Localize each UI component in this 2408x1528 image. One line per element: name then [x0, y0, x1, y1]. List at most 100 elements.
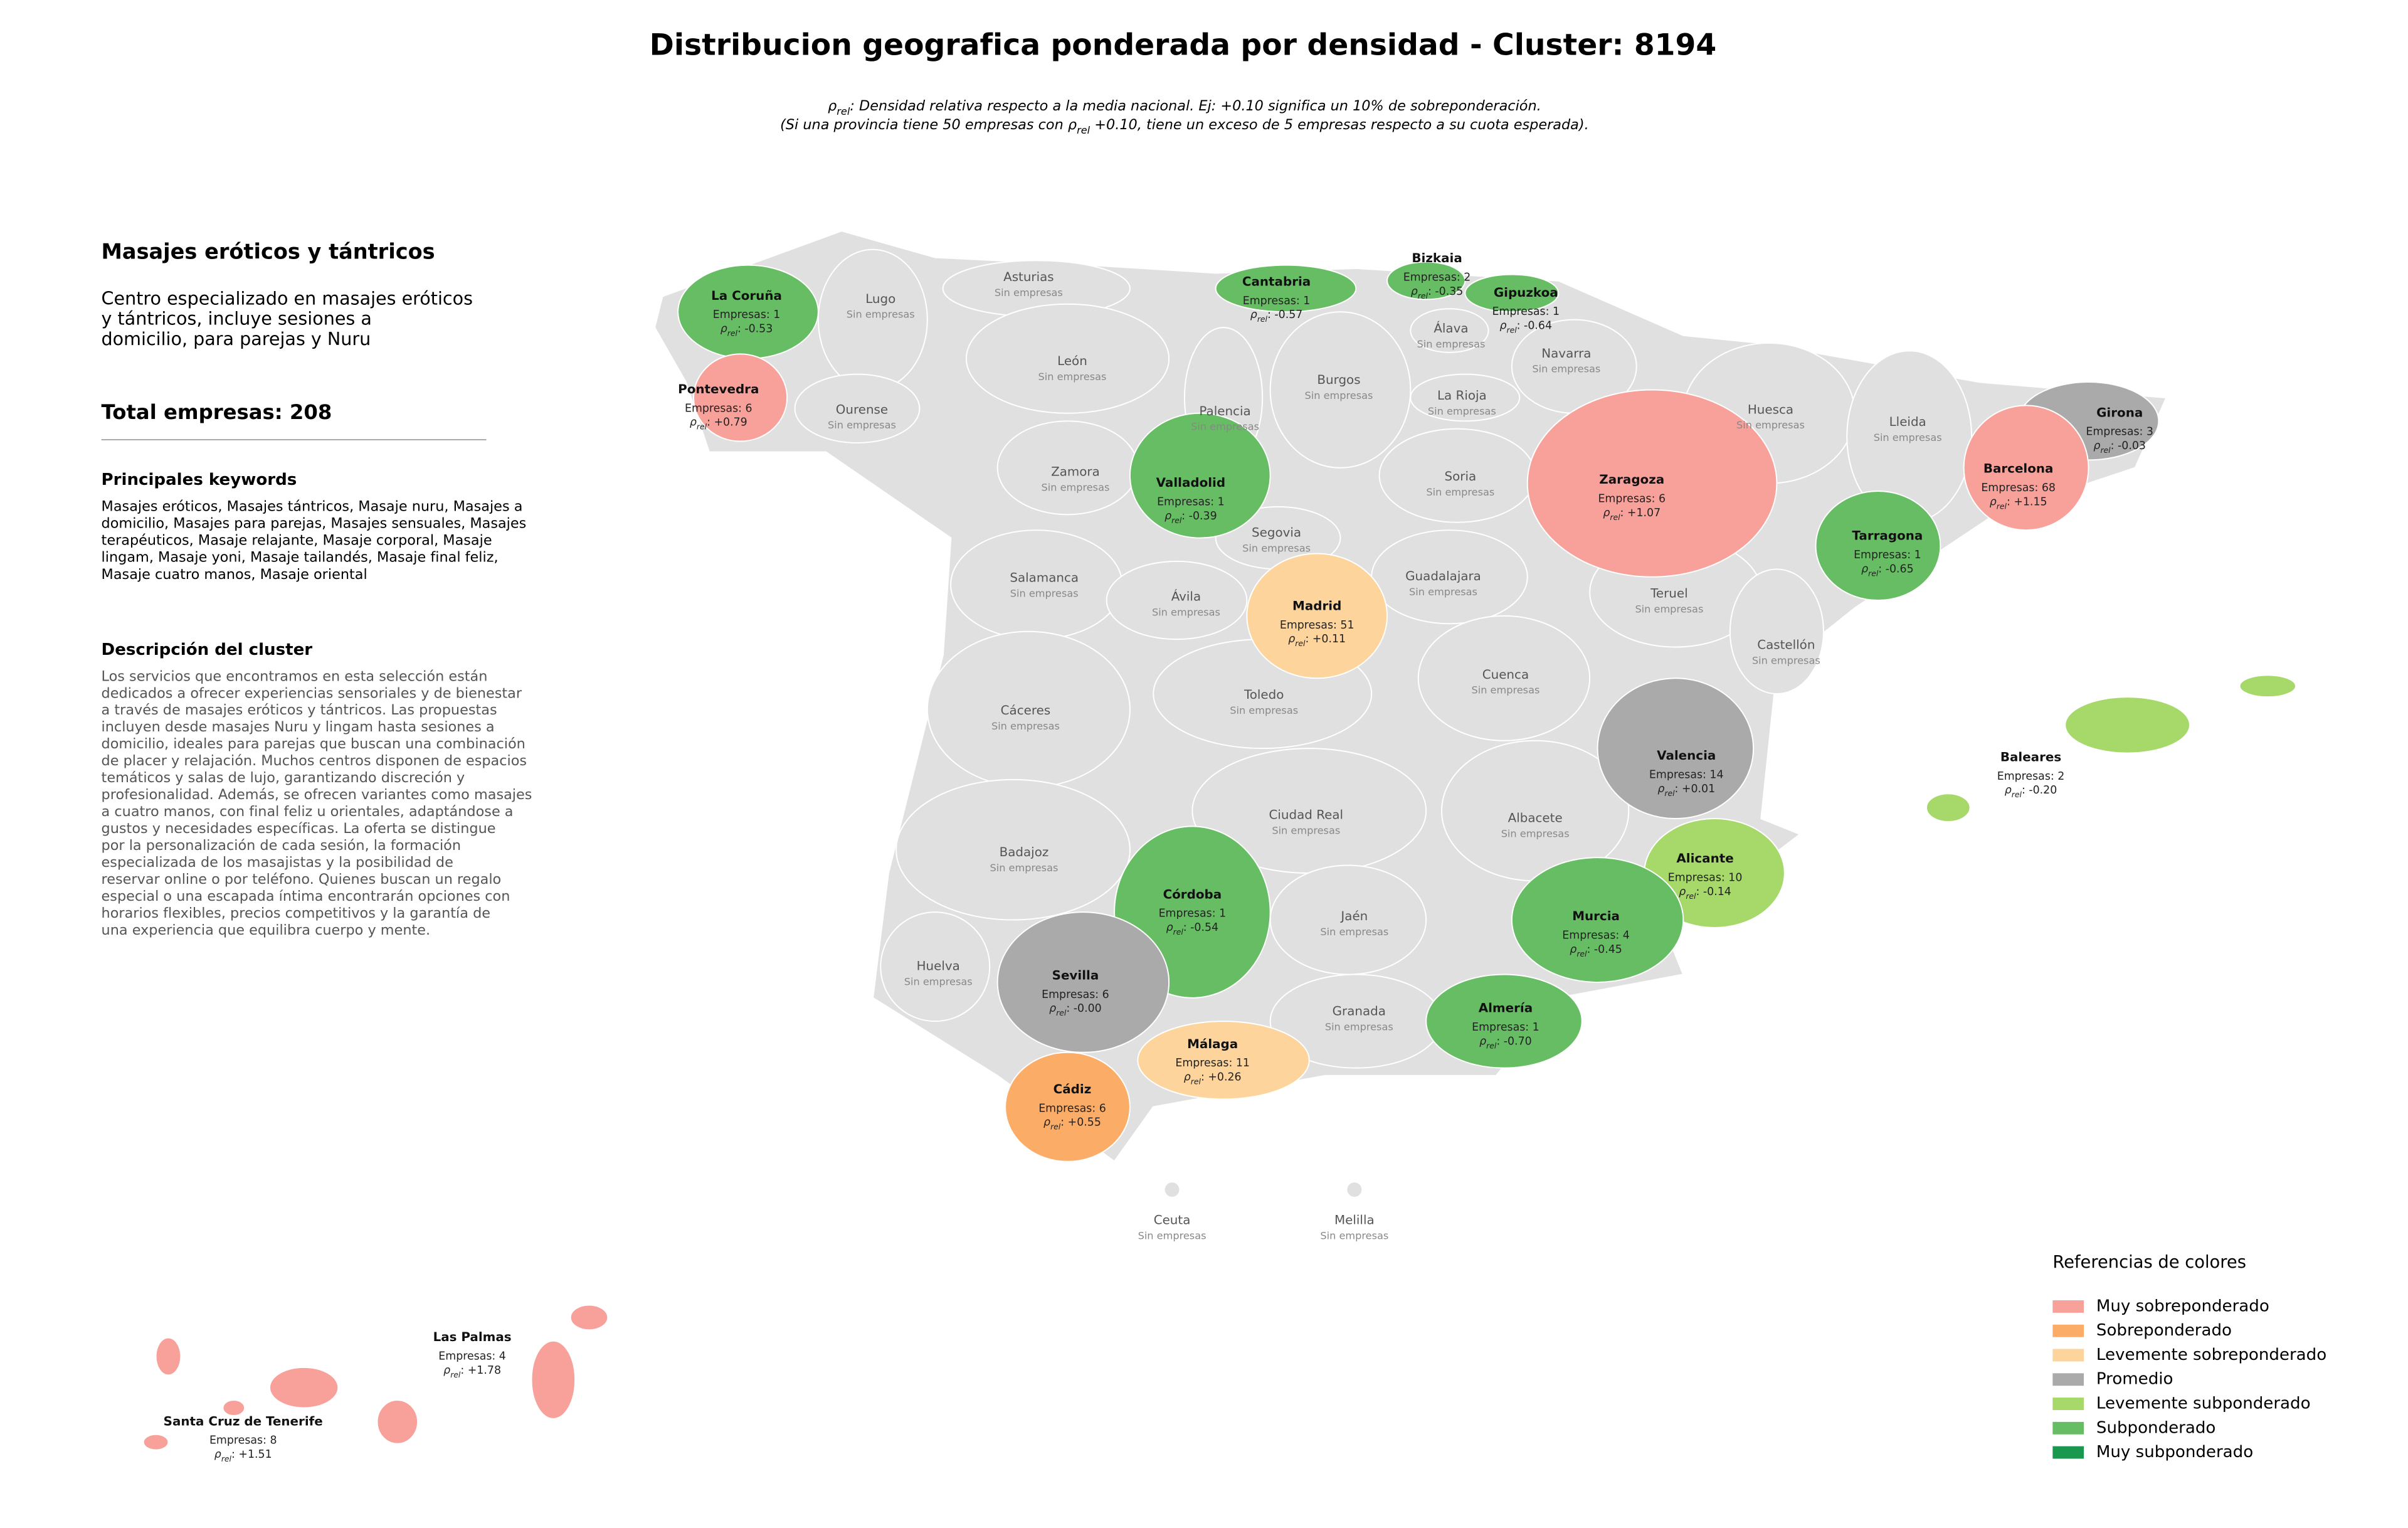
- province-companies: Empresas: 6: [1598, 492, 1666, 505]
- province-companies: Empresas: 6: [685, 402, 752, 415]
- province-companies: Empresas: 1: [1472, 1021, 1539, 1034]
- province-shape: [1963, 405, 2089, 531]
- province-no-data: Sin empresas: [1320, 926, 1388, 938]
- province-name: Madrid: [1292, 598, 1341, 613]
- province-name: Albacete: [1508, 810, 1563, 825]
- rho-value: : -0.00: [1066, 1002, 1101, 1015]
- province-name: Lleida: [1889, 415, 1926, 429]
- province-shape: [2064, 696, 2191, 754]
- keywords-title: Principales keywords: [102, 470, 297, 489]
- rho-symbol: ρ: [1990, 496, 1997, 508]
- description-line: especializada de los masajistas y la pos…: [102, 854, 453, 871]
- rho-value: : -0.54: [1183, 921, 1218, 934]
- rho-subscript: rel: [450, 1370, 461, 1379]
- province-name: Álava: [1434, 321, 1468, 336]
- rho-value: : +0.11: [1305, 633, 1346, 645]
- province-name: Teruel: [1650, 586, 1688, 601]
- province-shape: [1410, 308, 1489, 353]
- province-rho: ρrel: +0.55: [1043, 1117, 1101, 1132]
- rho-value: : -0.14: [1696, 886, 1731, 898]
- province-no-data: Sin empresas: [1532, 363, 1600, 375]
- province-rho: ρrel: +1.07: [1603, 507, 1661, 522]
- province-shape: [996, 911, 1170, 1053]
- province-shape: [1464, 273, 1560, 313]
- rho-subscript: rel: [1486, 1041, 1497, 1050]
- legend-label: Levemente subponderado: [2096, 1394, 2311, 1413]
- province-no-data: Sin empresas: [991, 720, 1060, 732]
- description-line: una experiencia que equilibra cuerpo y m…: [102, 922, 431, 938]
- province-name: La Coruña: [711, 289, 782, 303]
- legend-swatch: [2052, 1349, 2084, 1362]
- province-name: Toledo: [1244, 687, 1284, 702]
- province-companies: Empresas: 1: [1159, 908, 1227, 920]
- province-name: Pontevedra: [678, 382, 759, 396]
- legend-swatch: [2052, 1324, 2084, 1337]
- description-line: profesionalidad. Además, se ofrecen vari…: [102, 787, 532, 803]
- rho-subscript: rel: [1050, 1122, 1061, 1132]
- rho-value: : -0.45: [1587, 943, 1622, 956]
- subtitle: (Si una provincia tiene 50 empresas con …: [780, 116, 1589, 136]
- province-name: Valladolid: [1156, 475, 1225, 490]
- legend-swatch: [2052, 1446, 2084, 1459]
- description-line: a través de masajes eróticos y tántricos…: [102, 702, 497, 718]
- description-line: incluyen desde masajes Nuru y lingam has…: [102, 719, 495, 735]
- province-rho: ρrel: -0.20: [2005, 784, 2057, 799]
- province-rho: ρrel: -0.00: [1049, 1002, 1102, 1017]
- description-line: de placer y relajación. Muchos centros d…: [102, 753, 527, 769]
- rho-symbol: ρ: [1657, 783, 1664, 795]
- cluster-summary: domicilio, para parejas y Nuru: [102, 328, 371, 349]
- rho-value: : +1.15: [2007, 496, 2047, 508]
- province-name: Girona: [2096, 405, 2143, 420]
- province-companies: Empresas: 2: [1997, 770, 2065, 783]
- province-shape: [222, 1399, 246, 1416]
- rho-subscript: rel: [1506, 326, 1517, 335]
- subtitle-subscript: rel: [1077, 124, 1090, 136]
- subtitle-part: +0.10, tiene un exceso de 5 empresas res…: [1090, 116, 1589, 132]
- province-no-data: Sin empresas: [1409, 586, 1477, 598]
- province-name: Lugo: [865, 292, 895, 306]
- legend-label: Muy subponderado: [2096, 1443, 2253, 1462]
- province-shape: [1410, 373, 1521, 422]
- province-no-data: Sin empresas: [1635, 603, 1703, 615]
- province-companies: Empresas: 68: [1981, 482, 2056, 494]
- rho-value: : -0.65: [1878, 563, 1913, 575]
- rho-symbol: ρ: [1479, 1035, 1486, 1048]
- province-shape: [880, 911, 991, 1022]
- province-no-data: Sin empresas: [1874, 432, 1942, 443]
- province-shape: [1386, 261, 1466, 300]
- province-companies: Empresas: 1: [1157, 496, 1225, 508]
- rho-subscript: rel: [1997, 501, 2007, 511]
- province-companies: Empresas: 10: [1668, 871, 1743, 884]
- province-shape: [1417, 615, 1591, 741]
- province-name: Murcia: [1572, 909, 1620, 923]
- province-name: Cáceres: [1001, 703, 1051, 718]
- province-rho: ρrel: +1.51: [214, 1448, 272, 1463]
- province-shape: [1106, 560, 1248, 640]
- province-rho: ρrel: +1.15: [1990, 496, 2047, 511]
- province-rho: ρrel: -0.14: [1679, 886, 1731, 901]
- description-title: Descripción del cluster: [102, 640, 313, 659]
- keywords-line: domicilio, Masajes para parejas, Masajes…: [102, 515, 527, 531]
- description-line: por la personalización de cada sesión, l…: [102, 837, 461, 854]
- province-companies: Empresas: 6: [1042, 989, 1109, 1001]
- title: Distribucion geografica ponderada por de…: [650, 28, 1717, 63]
- rho-subscript: rel: [1257, 314, 1268, 324]
- rho-symbol: ρ: [214, 1448, 221, 1461]
- province-no-data: Sin empresas: [828, 419, 896, 431]
- province-shape: [1215, 264, 1357, 313]
- province-name: Guadalajara: [1405, 569, 1481, 583]
- province-shape: [1425, 974, 1583, 1069]
- province-no-data: Sin empresas: [904, 975, 973, 987]
- rho-subscript: rel: [1868, 568, 1879, 578]
- province-rho: ρrel: -0.54: [1166, 921, 1219, 936]
- province-name: Baleares: [2000, 750, 2061, 765]
- province-companies: Empresas: 2: [1403, 272, 1471, 284]
- rho-symbol: ρ: [1049, 1002, 1056, 1015]
- province-no-data: Sin empresas: [1230, 704, 1298, 716]
- province-no-data: Sin empresas: [1752, 654, 1820, 666]
- rho-symbol: ρ: [1499, 320, 1506, 332]
- legend-swatch: [2052, 1300, 2084, 1313]
- province-shape: [1597, 677, 1755, 819]
- province-no-data: Sin empresas: [1426, 486, 1494, 498]
